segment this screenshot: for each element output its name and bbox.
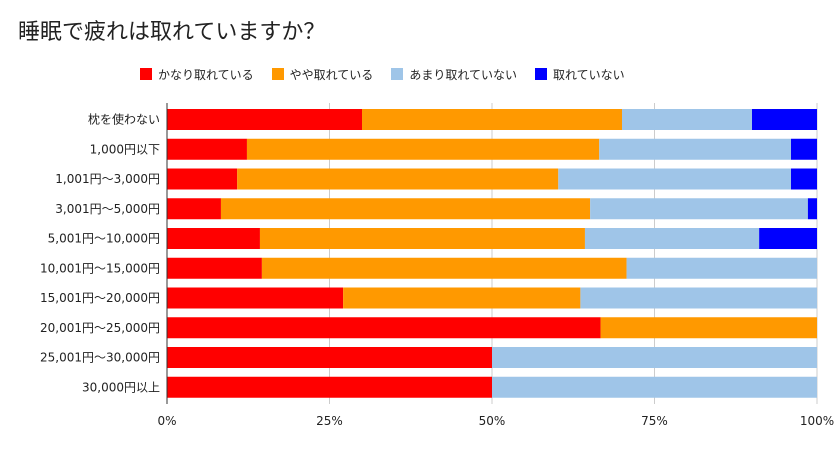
bar-segment: [807, 198, 817, 220]
legend-label: かなり取れている: [158, 67, 254, 82]
bar-segment: [492, 376, 817, 398]
bar-segment: [220, 198, 591, 220]
bar-segment: [167, 168, 238, 190]
y-tick-label: 30,000円以上: [82, 380, 160, 394]
bar-segment: [599, 138, 791, 160]
x-tick-label: 25%: [316, 414, 343, 428]
legend-item: 取れていない: [534, 66, 625, 83]
bar-segment: [237, 168, 559, 190]
y-tick-label: 3,001円～5,000円: [55, 202, 160, 216]
bar-segment: [590, 198, 808, 220]
bar-segment: [167, 228, 260, 249]
legend-swatch: [391, 68, 404, 80]
bar-segment: [167, 287, 344, 309]
bar-segment: [246, 138, 600, 160]
bar-segment: [558, 168, 791, 190]
bar-segment: [362, 109, 622, 130]
legend-swatch: [140, 68, 152, 80]
y-tick-label: 枕を使わない: [88, 112, 160, 127]
legend-label: 取れていない: [552, 67, 625, 82]
bar-segment: [626, 257, 817, 279]
x-tick-label: 75%: [641, 414, 668, 428]
bar-segment: [167, 257, 262, 279]
bar-segment: [580, 287, 817, 309]
y-tick-label: 20,001円～25,000円: [40, 321, 160, 335]
bar-segment: [752, 109, 817, 130]
bar-segment: [261, 257, 627, 279]
x-tick-label: 100%: [800, 414, 834, 428]
y-tick-label: 10,001円～15,000円: [40, 261, 160, 275]
bar-segment: [167, 198, 221, 220]
legend-label: やや取れている: [289, 67, 374, 82]
bar-segment: [584, 228, 760, 249]
x-tick-label: 50%: [479, 414, 506, 428]
y-tick-label: 1,001円～3,000円: [55, 172, 160, 186]
legend-label: あまり取れていない: [409, 67, 517, 82]
bar-segment: [791, 168, 817, 190]
bar-segment: [167, 109, 362, 130]
bar-segment: [167, 138, 247, 160]
legend-item: あまり取れていない: [391, 66, 517, 83]
bar-segment: [259, 228, 585, 249]
y-tick-label: 15,001円～20,000円: [40, 291, 160, 305]
bar-segment: [167, 347, 492, 368]
y-tick-label: 5,001円～10,000円: [48, 232, 160, 246]
chart-title: 睡眠で疲れは取れていますか？: [18, 20, 326, 45]
bar-segment: [167, 317, 601, 339]
bar-segment: [600, 317, 817, 339]
bar-segment: [167, 376, 492, 398]
legend-item: かなり取れている: [140, 66, 254, 83]
bar-segment: [759, 228, 817, 249]
y-tick-label: 1,000円以下: [90, 142, 160, 156]
x-tick-label: 0%: [157, 414, 176, 428]
bar-segment: [622, 109, 752, 130]
bar-segment: [791, 138, 817, 160]
bar-segment: [492, 347, 817, 368]
legend-swatch: [534, 68, 547, 80]
legend-swatch: [271, 68, 284, 80]
y-tick-label: 25,001円～30,000円: [40, 351, 160, 365]
legend: かなり取れている やや取れている あまり取れていない 取れていない: [140, 64, 643, 84]
bar-segment: [343, 287, 581, 309]
legend-item: やや取れている: [271, 66, 374, 83]
